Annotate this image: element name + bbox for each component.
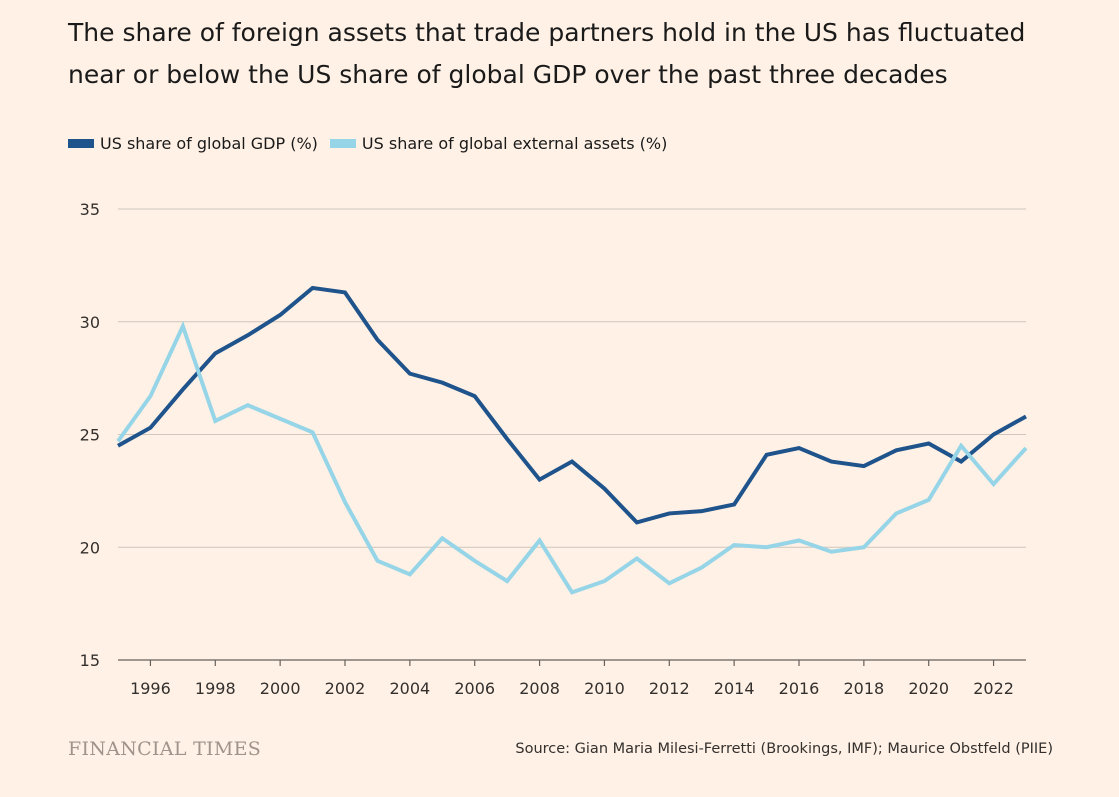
x-tick-label-2020: 2020 (908, 679, 949, 698)
x-tick-label-2018: 2018 (843, 679, 884, 698)
x-tick-label-2008: 2008 (519, 679, 560, 698)
legend-swatch-assets (329, 139, 356, 148)
x-tick-label-2006: 2006 (454, 679, 495, 698)
legend-item-assets: US share of global external assets (%) (329, 134, 668, 153)
series-line-assets (116, 320, 1028, 595)
y-tick-label-35: 35 (80, 200, 100, 219)
legend-label-assets: US share of global external assets (%) (361, 134, 668, 153)
y-tick-label-25: 25 (80, 426, 100, 445)
series-line-gdp (117, 285, 1027, 525)
legend-item-gdp: US share of global GDP (%) (68, 134, 318, 153)
x-tick-label-2022: 2022 (973, 679, 1014, 698)
y-tick-label-20: 20 (80, 538, 100, 557)
x-tick-label-2004: 2004 (389, 679, 430, 698)
chart-title: The share of foreign assets that trade p… (68, 18, 1026, 89)
x-tick-label-2000: 2000 (260, 679, 301, 698)
x-tick-label-1998: 1998 (195, 679, 236, 698)
y-tick-label-15: 15 (80, 651, 100, 670)
chart-legend: US share of global GDP (%) US share of g… (68, 134, 679, 153)
x-tick-label-1996: 1996 (130, 679, 171, 698)
ft-logo: FINANCIAL TIMES (68, 738, 262, 760)
legend-swatch-gdp (68, 139, 94, 148)
x-tick-label-2002: 2002 (325, 679, 366, 698)
source-note: Source: Gian Maria Milesi-Ferretti (Broo… (515, 741, 1053, 757)
x-tick-label-2012: 2012 (649, 679, 690, 698)
x-tick-label-2014: 2014 (714, 679, 755, 698)
y-tick-label-30: 30 (80, 313, 100, 332)
x-tick-label-2010: 2010 (584, 679, 625, 698)
legend-label-gdp: US share of global GDP (%) (100, 134, 318, 153)
x-tick-label-2016: 2016 (779, 679, 820, 698)
